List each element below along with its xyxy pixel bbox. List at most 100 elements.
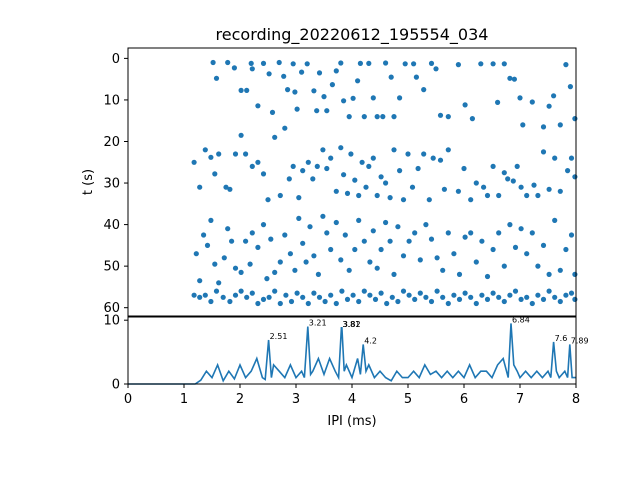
- raster-point: [572, 271, 578, 277]
- raster-point: [212, 261, 218, 267]
- raster-point: [437, 112, 444, 118]
- raster-point: [249, 230, 255, 236]
- raster-point: [229, 238, 235, 244]
- raster-point: [361, 114, 367, 120]
- raster-point: [455, 188, 461, 194]
- raster-point: [507, 292, 513, 298]
- raster-point: [413, 74, 419, 80]
- raster-point: [406, 292, 412, 298]
- raster-point: [456, 296, 463, 302]
- raster-point: [294, 290, 300, 296]
- raster-point: [282, 125, 288, 131]
- raster-point: [409, 184, 416, 190]
- raster-point: [551, 93, 557, 99]
- raster-point: [294, 106, 300, 112]
- raster-point: [563, 246, 569, 253]
- raster-point: [197, 278, 203, 284]
- raster-point: [363, 184, 369, 190]
- raster-point: [314, 108, 320, 114]
- raster-point: [378, 246, 384, 253]
- raster-frame: [127, 47, 577, 317]
- raster-point: [423, 222, 429, 228]
- ipi-x-tick-label: 6: [460, 392, 468, 407]
- ipi-histogram-panel: 2.51 3.21 3.813.824.2 6.84 7.6 7.89 0 10 0 1 2 3 4…: [103, 314, 588, 429]
- raster-point: [441, 186, 447, 192]
- raster-point: [391, 114, 397, 120]
- raster-point: [213, 288, 220, 294]
- raster-point: [213, 75, 220, 81]
- raster-point: [568, 155, 575, 161]
- raster-point: [311, 253, 317, 259]
- raster-point: [434, 255, 440, 261]
- raster-point: [355, 78, 361, 84]
- raster-point: [397, 95, 403, 101]
- raster-point: [310, 176, 316, 182]
- raster-point: [518, 184, 524, 190]
- raster-point: [277, 300, 283, 307]
- raster-point: [484, 296, 491, 302]
- raster-point: [282, 232, 288, 238]
- raster-point: [490, 163, 496, 169]
- raster-point: [433, 66, 439, 72]
- raster-point: [387, 238, 393, 244]
- raster-point: [501, 263, 507, 269]
- raster-point: [277, 192, 283, 199]
- raster-y-tick-label: 60: [103, 301, 120, 316]
- raster-point: [380, 114, 386, 120]
- raster-point: [243, 238, 249, 244]
- raster-point: [374, 265, 380, 271]
- raster-point: [197, 184, 203, 190]
- raster-point: [428, 236, 435, 242]
- raster-point: [232, 151, 239, 157]
- raster-point: [366, 60, 372, 66]
- raster-point: [512, 288, 519, 294]
- raster-point: [281, 73, 287, 79]
- raster-point: [479, 292, 485, 298]
- raster-point: [535, 192, 541, 199]
- raster-point: [341, 172, 347, 178]
- raster-point: [423, 294, 429, 300]
- raster-point: [468, 230, 474, 236]
- raster-point: [563, 62, 569, 68]
- raster-point: [400, 288, 407, 294]
- raster-y-axis-label: t (s): [81, 169, 96, 195]
- raster-point: [531, 182, 537, 188]
- raster-point: [305, 159, 311, 165]
- raster-point: [350, 95, 356, 101]
- raster-point: [415, 165, 421, 172]
- raster-point: [512, 244, 519, 250]
- raster-point: [208, 298, 214, 305]
- raster-point: [405, 151, 411, 157]
- raster-point: [481, 184, 487, 190]
- raster-point: [391, 147, 397, 153]
- raster-point: [462, 234, 468, 240]
- raster-point: [249, 163, 255, 169]
- raster-point: [557, 267, 563, 273]
- raster-point: [430, 155, 436, 161]
- raster-point: [524, 192, 530, 199]
- raster-point: [243, 151, 249, 157]
- raster-point: [478, 61, 484, 67]
- raster-point: [389, 294, 395, 300]
- raster-point: [272, 288, 278, 294]
- raster-point: [461, 165, 467, 172]
- raster-point: [276, 59, 282, 66]
- raster-point: [339, 288, 345, 294]
- raster-point: [314, 163, 320, 169]
- raster-point: [341, 98, 347, 104]
- raster-point: [473, 300, 479, 307]
- raster-point: [290, 61, 296, 67]
- ipi-peak-label: 7.6: [555, 334, 568, 343]
- raster-point: [567, 84, 574, 90]
- raster-point: [361, 238, 367, 244]
- raster-point: [348, 151, 354, 157]
- raster-point: [572, 174, 578, 180]
- ipi-x-tick-label: 1: [180, 392, 188, 407]
- raster-point: [395, 298, 401, 305]
- raster-point: [572, 296, 578, 302]
- raster-point: [451, 251, 457, 257]
- raster-point: [557, 188, 563, 194]
- raster-point: [412, 230, 418, 236]
- raster-point: [469, 116, 475, 122]
